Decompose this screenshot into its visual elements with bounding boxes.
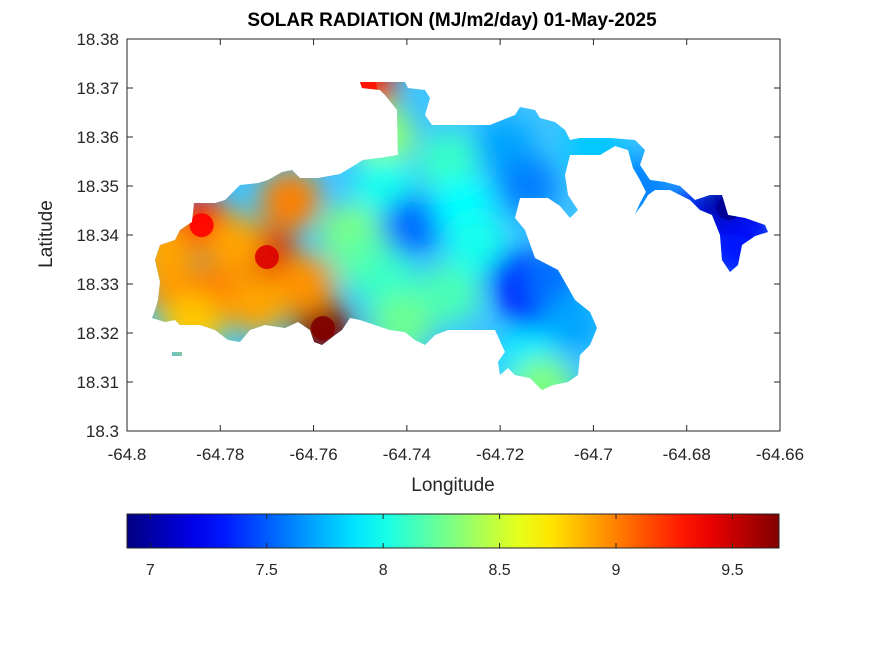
extreme-point-1: [254, 245, 279, 270]
y-tick-label: 18.31: [76, 373, 119, 392]
y-tick-label: 18.35: [76, 177, 119, 196]
x-tick-label: -64.7: [574, 445, 613, 464]
colorbar-tick-label: 9: [612, 562, 621, 579]
field-point-4: [204, 214, 265, 275]
x-tick-label: -64.8: [108, 445, 147, 464]
x-tick-label: -64.68: [663, 445, 711, 464]
colorbar: 7 7.5 8 8.5 9 9.5: [126, 513, 780, 579]
colorbar-tick-label: 8.5: [488, 562, 510, 579]
colorbar-tick-label: 7: [146, 562, 155, 579]
x-tick-label: -64.66: [756, 445, 804, 464]
colorbar-tick-label: 9.5: [721, 562, 743, 579]
field-point-28: [540, 293, 601, 354]
chart-title: SOLAR RADIATION (MJ/m2/day) 01-May-2025: [247, 10, 657, 31]
x-axis-label: Longitude: [411, 475, 494, 496]
y-tick-label: 18.34: [76, 226, 119, 245]
x-axis: -64.8 -64.78 -64.76 -64.74 -64.72 -64.7 -64.68…: [108, 39, 804, 464]
field-point-16: [381, 195, 442, 256]
field-point-6: [152, 219, 195, 280]
x-tick-label: -64.78: [196, 445, 244, 464]
y-tick-label: 18.33: [76, 275, 119, 294]
y-tick-label: 18.3: [86, 422, 119, 441]
field-point-22: [446, 214, 507, 275]
colorbar-bar: [126, 513, 780, 549]
field-point-10: [227, 273, 288, 334]
y-tick-label: 18.37: [76, 79, 119, 98]
y-tick-label: 18.32: [76, 324, 119, 343]
field-point-30: [512, 356, 573, 390]
field-point-9: [274, 254, 335, 314]
field-point-18: [418, 263, 479, 324]
extreme-point-0: [310, 316, 335, 341]
extreme-point-2: [189, 213, 214, 238]
y-tick-label: 18.38: [76, 30, 119, 49]
y-axis: 18.3 18.31 18.32 18.33 18.34 18.35 18.36 18.37 1…: [76, 30, 780, 441]
x-tick-label: -64.76: [289, 445, 337, 464]
x-tick-label: -64.72: [476, 445, 524, 464]
colorbar-tick-label: 7.5: [256, 562, 278, 579]
y-axis-label: Latitude: [36, 200, 57, 268]
colorbar-tick-label: 8: [379, 562, 388, 579]
y-tick-label: 18.36: [76, 128, 119, 147]
field-point-8: [260, 170, 321, 231]
x-tick-label: -64.74: [383, 445, 431, 464]
